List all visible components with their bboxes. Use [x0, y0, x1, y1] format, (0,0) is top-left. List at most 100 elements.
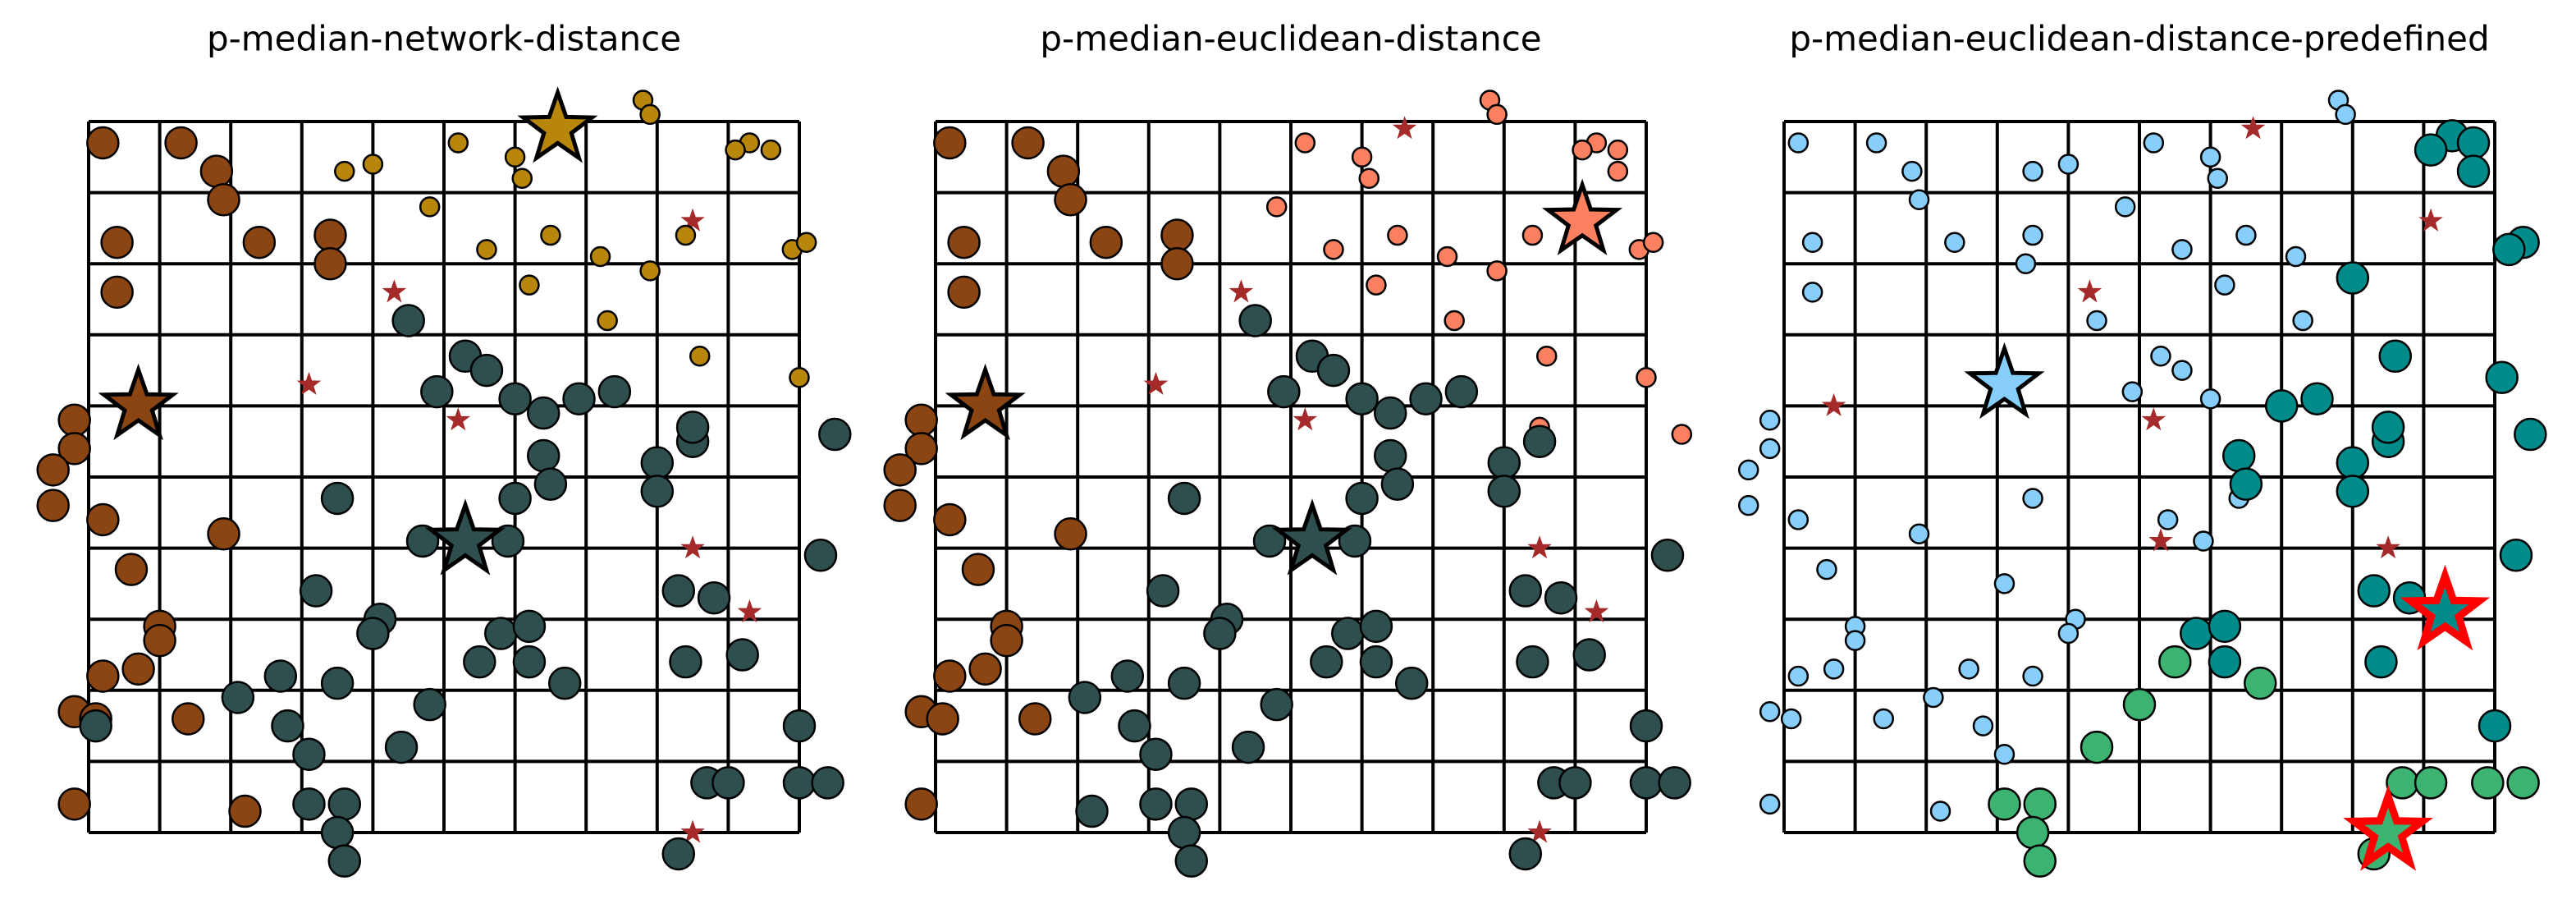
- client-point: [221, 681, 255, 714]
- candidate-site-star: [2148, 528, 2173, 552]
- client-point: [1160, 218, 1194, 252]
- panel-3: p-median-euclidean-distance-predefined: [1737, 19, 2547, 878]
- client-point: [2336, 261, 2370, 295]
- client-point: [1139, 737, 1173, 771]
- client-point: [1316, 353, 1351, 388]
- client-point: [883, 453, 917, 487]
- client-point: [498, 382, 532, 415]
- client-point: [512, 609, 547, 644]
- client-point: [57, 432, 91, 466]
- client-point: [2016, 815, 2050, 850]
- client-point: [2243, 666, 2277, 700]
- client-point: [2235, 224, 2257, 246]
- facility-star: [424, 498, 506, 576]
- client-point: [661, 837, 696, 871]
- candidate-site-star: [296, 371, 322, 395]
- client-point: [1516, 645, 1549, 679]
- client-point: [1486, 260, 1508, 282]
- client-point: [1993, 743, 2016, 765]
- client-point: [597, 310, 618, 332]
- client-point: [2221, 438, 2256, 473]
- client-point: [1988, 787, 2021, 821]
- candidate-site-star: [1584, 599, 1609, 623]
- client-point: [2292, 310, 2313, 332]
- cluster-3: [1068, 304, 1691, 878]
- client-point: [2199, 388, 2221, 410]
- client-point: [1572, 139, 1593, 161]
- client-point: [1252, 524, 1287, 558]
- client-point: [1011, 126, 1045, 160]
- client-point: [320, 481, 355, 516]
- client-point: [199, 154, 234, 188]
- client-point: [990, 623, 1023, 658]
- client-point: [100, 225, 134, 259]
- client-point: [86, 126, 120, 160]
- client-point: [926, 702, 959, 736]
- client-point: [1737, 459, 1759, 481]
- client-point: [2485, 360, 2519, 395]
- client-point: [1650, 539, 1685, 572]
- candidate-site-star: [446, 407, 471, 431]
- client-point: [1508, 837, 1543, 871]
- client-point: [2335, 103, 2356, 126]
- client-point: [1923, 686, 1944, 709]
- client-point: [1759, 793, 1781, 815]
- candidate-site-star: [1229, 279, 1254, 303]
- client-point: [1387, 224, 1408, 246]
- client-point: [1572, 638, 1606, 672]
- client-point: [413, 687, 446, 722]
- client-point: [57, 787, 91, 821]
- client-point: [2386, 766, 2419, 800]
- candidate-site-star: [2418, 208, 2443, 232]
- client-point: [1636, 367, 1657, 388]
- client-point: [1139, 787, 1173, 821]
- client-point: [391, 304, 425, 337]
- client-point: [1394, 666, 1429, 700]
- client-point: [484, 617, 518, 650]
- cluster-2: [334, 89, 817, 388]
- client-point: [1046, 154, 1081, 188]
- client-point: [121, 652, 155, 686]
- client-point: [1409, 382, 1443, 415]
- client-point: [1816, 558, 1837, 580]
- client-point: [1359, 645, 1393, 679]
- client-point: [2114, 196, 2136, 218]
- candidate-site-star: [2141, 407, 2166, 431]
- candidate-sites: [296, 208, 762, 843]
- cluster-1: [883, 126, 1194, 821]
- candidate-site-star: [2240, 116, 2266, 140]
- client-point: [697, 580, 731, 615]
- candidate-site-star: [737, 599, 762, 623]
- client-point: [1444, 374, 1479, 409]
- candidate-site-star: [2376, 535, 2400, 559]
- client-point: [725, 139, 746, 161]
- client-point: [2492, 232, 2526, 267]
- client-point: [2150, 346, 2171, 367]
- client-point: [36, 489, 70, 522]
- client-point: [968, 652, 1002, 686]
- client-point: [476, 239, 497, 260]
- client-point: [143, 623, 176, 658]
- client-point: [2080, 730, 2114, 764]
- client-point: [334, 160, 355, 182]
- client-point: [263, 659, 298, 693]
- client-point: [384, 730, 419, 764]
- client-point: [2471, 766, 2505, 800]
- facility-star: [1964, 342, 2045, 420]
- candidate-site-star: [680, 208, 705, 232]
- client-point: [2336, 446, 2370, 479]
- client-point: [782, 766, 817, 800]
- client-point: [447, 132, 469, 154]
- client-point: [904, 787, 938, 821]
- client-point: [2414, 766, 2448, 800]
- cluster-1: [1737, 89, 2356, 822]
- cluster-2: [1265, 89, 1693, 445]
- client-point: [2336, 475, 2370, 508]
- selected-facilities: [1964, 342, 2491, 871]
- client-point: [2143, 132, 2165, 154]
- client-point: [803, 539, 838, 572]
- client-point: [1737, 494, 1759, 516]
- client-point: [1642, 232, 1664, 253]
- client-point: [2057, 154, 2080, 175]
- client-point: [1607, 139, 1629, 161]
